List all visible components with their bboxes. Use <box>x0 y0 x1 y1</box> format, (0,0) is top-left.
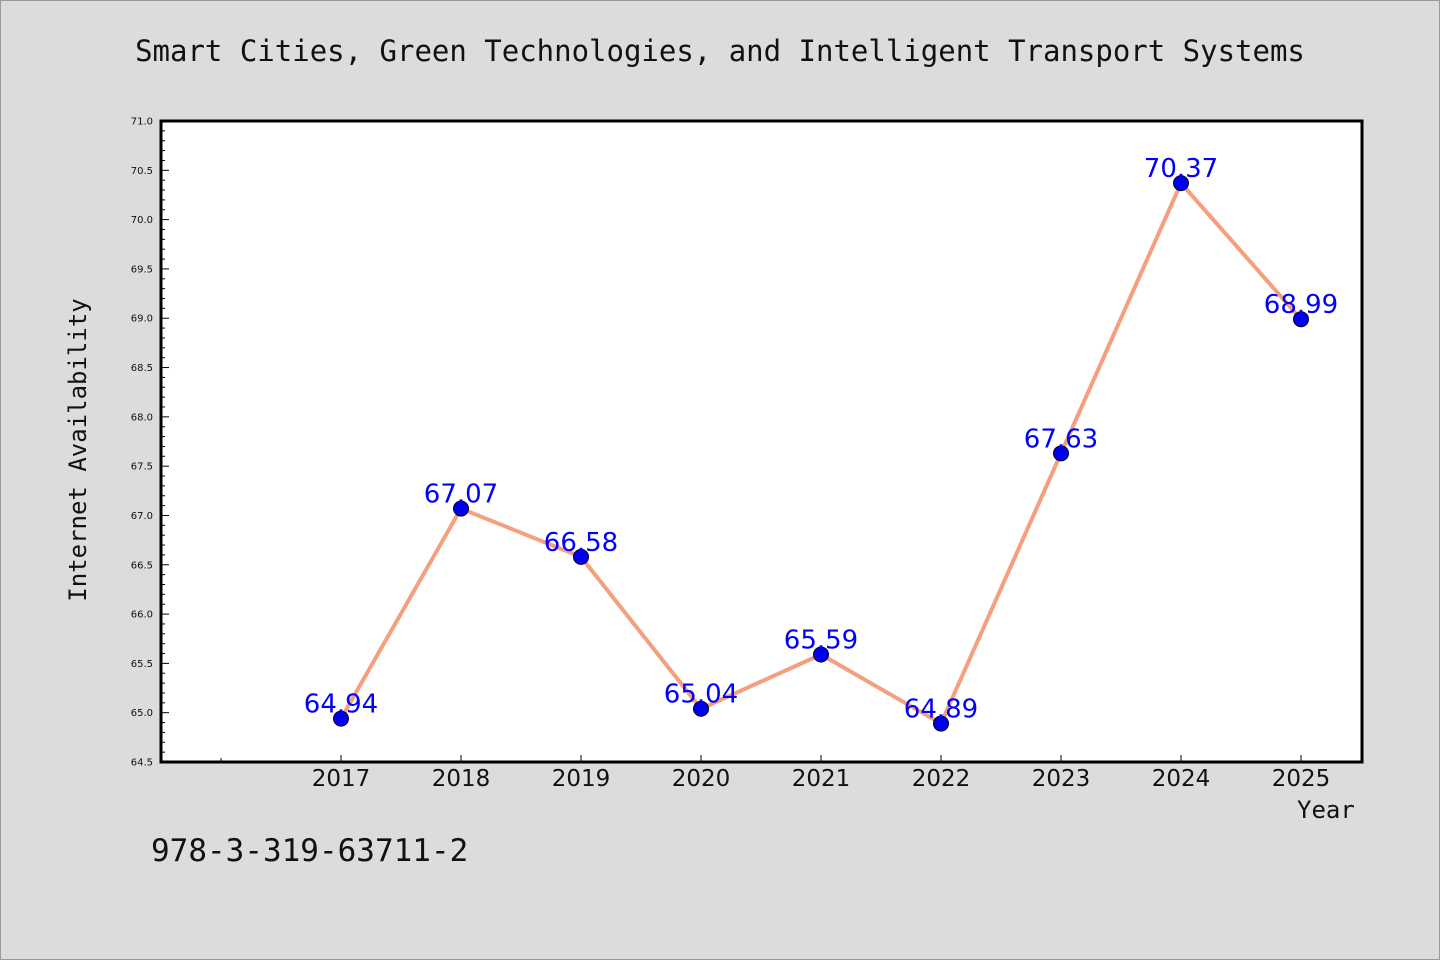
x-tick-label: 2022 <box>912 766 971 792</box>
data-label: 66.58 <box>544 528 618 558</box>
x-tick-label: 2020 <box>672 766 731 792</box>
data-label: 64.89 <box>904 695 978 725</box>
data-point <box>453 500 469 517</box>
data-label: 70.37 <box>1144 154 1218 184</box>
y-axis-label: Internet Availability <box>64 298 92 602</box>
isbn-label: 978-3-319-63711-2 <box>151 833 469 869</box>
plot-border <box>159 119 1364 764</box>
y-tick-label: 70.5 <box>131 166 153 177</box>
data-point <box>1293 311 1309 328</box>
chart-title: Smart Cities, Green Technologies, and In… <box>135 34 1305 68</box>
y-tick-label: 66.0 <box>131 610 153 621</box>
data-label: 65.04 <box>664 680 738 710</box>
data-point <box>1053 445 1069 462</box>
data-label: 67.63 <box>1024 424 1098 454</box>
data-point <box>1173 175 1189 192</box>
data-point <box>813 646 829 663</box>
y-tick-label: 66.5 <box>131 560 153 571</box>
plot-area <box>161 121 1362 762</box>
x-tick-label: 2024 <box>1152 766 1211 792</box>
y-tick-label: 67.5 <box>131 462 153 473</box>
data-label: 68.99 <box>1264 290 1338 320</box>
y-tick-label: 64.5 <box>131 758 153 769</box>
y-tick-label: 69.0 <box>131 314 153 325</box>
data-label: 67.07 <box>424 480 498 510</box>
x-tick-label: 2023 <box>1032 766 1091 792</box>
y-tick-label: 67.0 <box>131 511 153 522</box>
data-point <box>693 700 709 717</box>
y-tick-label: 70.0 <box>131 215 153 226</box>
y-tick-label: 71.0 <box>131 117 153 128</box>
y-tick-label: 69.5 <box>131 264 153 275</box>
y-tick-label: 68.5 <box>131 363 153 374</box>
x-tick-label: 2018 <box>432 766 491 792</box>
data-point <box>573 548 589 565</box>
y-tick-label: 68.0 <box>131 412 153 423</box>
x-tick-label: 2021 <box>792 766 851 792</box>
x-tick-label: 2019 <box>552 766 611 792</box>
x-axis-label: Year <box>1297 796 1355 824</box>
data-point <box>333 710 349 727</box>
data-label: 65.59 <box>784 626 858 656</box>
y-tick-label: 65.0 <box>131 708 153 719</box>
data-point <box>933 715 949 732</box>
x-tick-label: 2025 <box>1272 766 1331 792</box>
y-tick-label: 65.5 <box>131 659 153 670</box>
x-tick-label: 2017 <box>312 766 371 792</box>
data-label: 64.94 <box>304 690 378 720</box>
